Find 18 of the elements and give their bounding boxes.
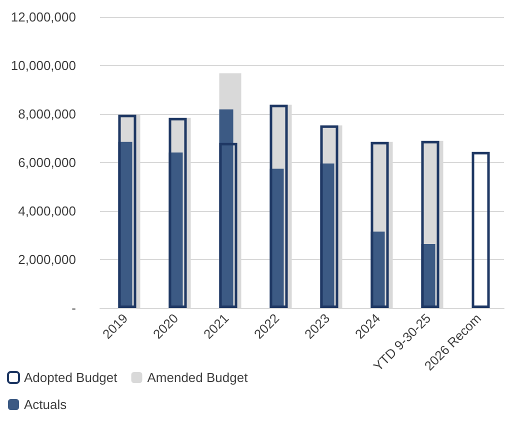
y-tick-label: 6,000,000: [18, 155, 76, 170]
legend-label: Actuals: [24, 397, 68, 412]
y-tick-label: 4,000,000: [18, 204, 76, 218]
bar: [270, 104, 288, 308]
y-tick-label: 10,000,000: [10, 58, 76, 73]
legend-label: Adopted Budget: [24, 370, 118, 385]
y-tick-label: -: [72, 300, 76, 316]
bar: [219, 142, 238, 308]
y-tick-label: 8,000,000: [18, 106, 76, 122]
bar: [320, 125, 338, 308]
bar: [472, 152, 490, 308]
legend-label: Amended Budget: [147, 370, 248, 385]
bar: [421, 140, 440, 308]
y-tick-label: 12,000,000: [10, 10, 76, 24]
bar: [168, 118, 187, 308]
y-tick-label: 2,000,000: [18, 252, 76, 267]
bar: [118, 114, 136, 308]
bar: [370, 142, 389, 308]
